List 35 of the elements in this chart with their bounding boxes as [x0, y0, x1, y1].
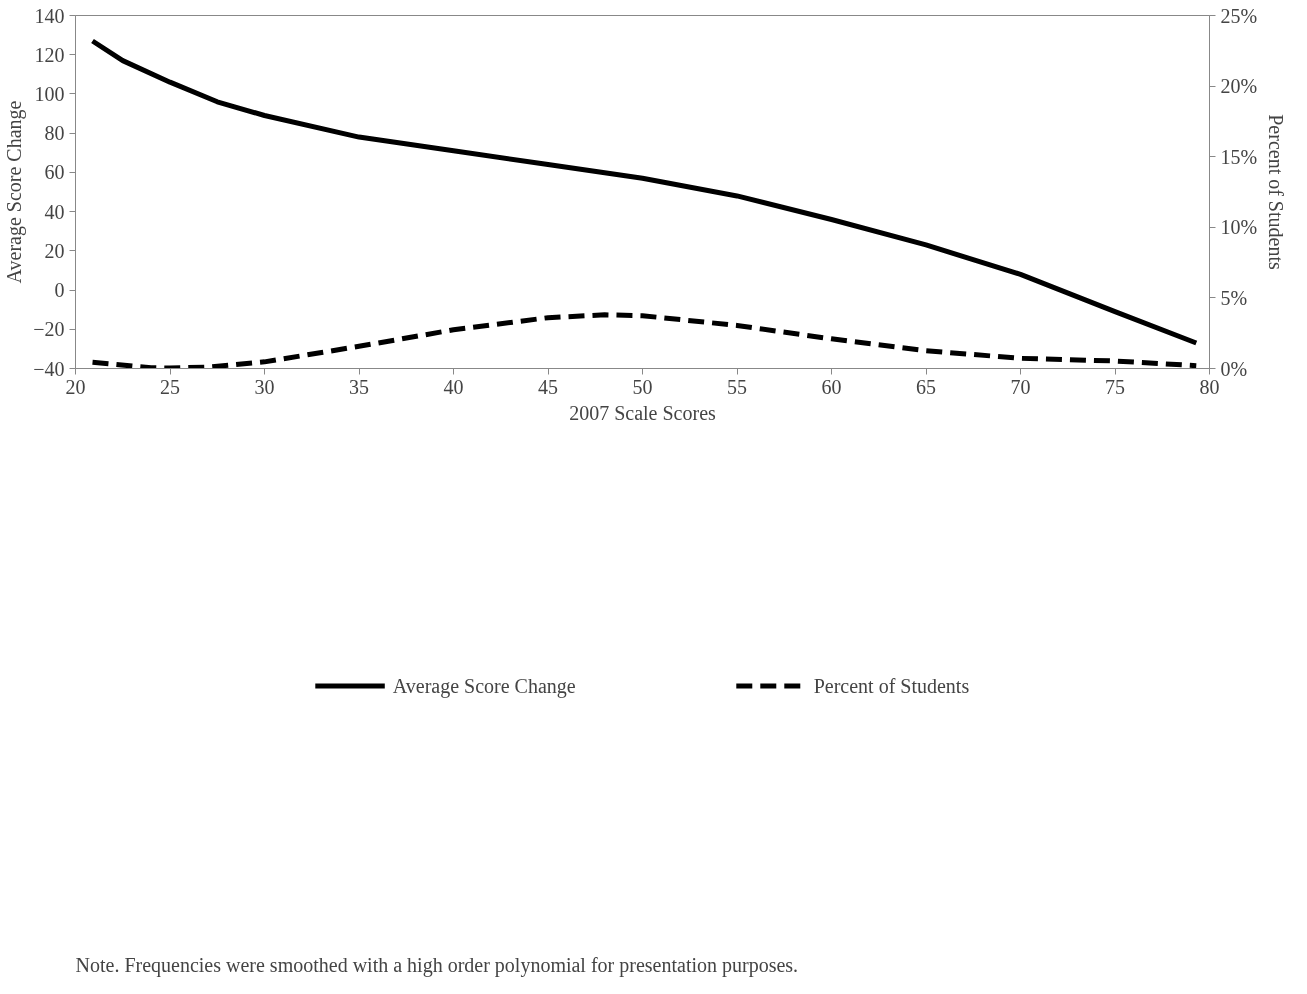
x-axis-title: 2007 Scale Scores: [569, 401, 717, 424]
y-tick-label: 120: [34, 43, 65, 66]
x-tick-label: 55: [727, 375, 747, 398]
y2-axis-title: Percent of Students: [1265, 114, 1288, 270]
y-tick-label: 40: [44, 200, 65, 223]
y-tick-label: −40: [33, 357, 65, 380]
y2-tick-label: 15%: [1220, 145, 1258, 168]
legend-label: Percent of Students: [813, 674, 970, 698]
y2-tick-label: 25%: [1220, 4, 1258, 27]
y-axis-title: Average Score Change: [3, 100, 27, 284]
x-tick-label: 50: [632, 375, 653, 398]
x-tick-label: 25: [160, 375, 180, 398]
x-tick-label: 30: [254, 375, 275, 398]
x-tick-label: 65: [916, 375, 936, 398]
y2-tick-label: 0%: [1220, 357, 1248, 380]
y2-tick-label: 10%: [1220, 216, 1258, 239]
text: Note. Frequencies were smoothed with a high order polynomial for presentation purposes.: [75, 953, 799, 977]
y-tick-label: 0: [54, 279, 65, 302]
y2-tick-label: 20%: [1220, 75, 1258, 98]
y-tick-label: 140: [34, 4, 65, 27]
y-tick-label: 60: [44, 161, 65, 184]
x-tick-label: 45: [538, 375, 558, 398]
x-tick-label: 20: [65, 375, 86, 398]
y-tick-label: 20: [44, 239, 65, 262]
legend-label: Average Score Change: [392, 674, 576, 698]
x-tick-label: 40: [443, 375, 464, 398]
y-tick-label: 80: [44, 122, 65, 145]
x-tick-label: 35: [349, 375, 369, 398]
x-tick-label: 70: [1010, 375, 1031, 398]
x-tick-label: 80: [1199, 375, 1220, 398]
x-tick-label: 75: [1105, 375, 1125, 398]
x-tick-label: 60: [821, 375, 842, 398]
y-tick-label: −20: [33, 318, 65, 341]
y2-tick-label: 5%: [1220, 286, 1248, 309]
y-tick-label: 100: [34, 82, 65, 105]
